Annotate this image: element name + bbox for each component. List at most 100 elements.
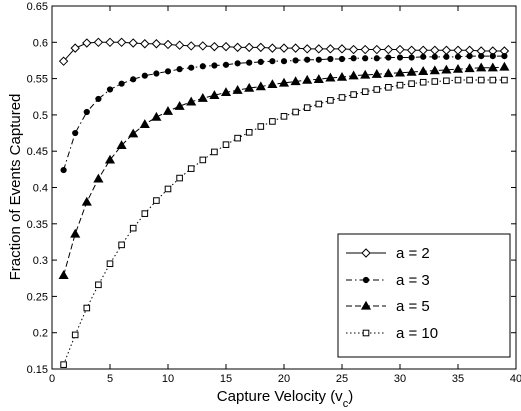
data-point (257, 123, 265, 130)
data-point (128, 38, 138, 48)
data-point (313, 74, 324, 83)
data-point (360, 44, 370, 55)
data-point (198, 41, 208, 51)
data-point (174, 100, 185, 110)
data-point (176, 66, 183, 73)
data-point (118, 80, 125, 87)
data-point (139, 119, 150, 128)
data-point (246, 59, 253, 66)
data-point (128, 128, 139, 138)
data-point (81, 196, 92, 206)
series-line (63, 66, 505, 276)
legend-marker (362, 329, 370, 337)
data-point (244, 42, 254, 53)
data-point (360, 69, 371, 79)
data-point (164, 68, 172, 75)
data-point (395, 44, 405, 55)
data-point (116, 140, 127, 150)
data-point (338, 55, 346, 63)
y-tick-label: 0.4 (33, 183, 48, 195)
data-point (302, 74, 313, 84)
legend: a = 2 a = 3 a = 5 a = 10 (337, 233, 511, 358)
series-2 (60, 52, 508, 174)
data-point (70, 43, 80, 53)
data-point (431, 53, 438, 60)
data-point (106, 260, 114, 268)
data-point (60, 361, 67, 368)
data-point (244, 82, 255, 92)
data-point (292, 108, 299, 116)
x-tick-label: 25 (336, 373, 348, 385)
x-tick-label: 40 (510, 373, 521, 385)
data-point (255, 81, 266, 91)
data-point (501, 76, 508, 84)
data-point (292, 57, 299, 64)
data-point (327, 97, 334, 104)
data-point (245, 129, 253, 136)
data-point (443, 77, 450, 85)
data-point (419, 78, 427, 86)
data-point (58, 56, 69, 66)
data-point (464, 63, 475, 73)
y-tick-label: 0.3 (33, 255, 48, 267)
data-point (361, 88, 369, 95)
data-point (269, 118, 276, 125)
data-point (95, 281, 102, 289)
data-point (373, 55, 380, 62)
data-point (163, 39, 173, 50)
data-point (199, 63, 206, 70)
data-point (269, 58, 276, 65)
data-point (280, 58, 288, 65)
data-point (348, 44, 359, 55)
data-point (350, 55, 357, 62)
data-point (408, 80, 415, 87)
legend-marker (361, 248, 371, 258)
y-tick-label: 0.6 (33, 37, 48, 49)
data-point (234, 134, 241, 142)
data-point (176, 174, 183, 182)
data-point (396, 54, 404, 61)
data-point (151, 111, 162, 121)
legend-marker (360, 300, 372, 310)
data-point (372, 44, 382, 55)
data-point (429, 65, 440, 75)
data-point (256, 42, 266, 53)
data-point (187, 165, 195, 172)
data-point (315, 56, 322, 63)
data-point (280, 113, 288, 120)
data-point (186, 96, 197, 106)
series-layer (58, 37, 510, 368)
data-point (476, 62, 487, 72)
data-point (466, 52, 473, 60)
data-point (174, 40, 185, 50)
x-tick-label: 15 (220, 373, 232, 385)
y-tick-label: 0.15 (27, 364, 48, 376)
data-point (186, 41, 196, 51)
legend-label: a = 2 (396, 245, 430, 262)
data-point (232, 85, 243, 94)
data-point (220, 87, 232, 97)
data-point (83, 108, 90, 116)
data-point (257, 58, 264, 66)
data-point (164, 185, 172, 193)
data-point (315, 100, 323, 108)
axis-ticks: 0 5 10 15 20 25 30 35 40 0.15 0.2 0.25 0.3 0.35 0.4 0.4… (27, 1, 521, 385)
y-tick-label: 0.35 (27, 219, 48, 231)
data-point (325, 44, 336, 54)
data-point (93, 37, 104, 48)
data-point (396, 81, 404, 89)
data-point (443, 53, 450, 60)
data-point (221, 41, 231, 52)
y-axis-label: Fraction of Events Captured (7, 94, 24, 281)
data-point (302, 44, 312, 54)
data-point (290, 76, 301, 86)
data-point (71, 331, 79, 339)
data-point (129, 224, 137, 232)
data-point (385, 84, 392, 91)
data-point (105, 37, 115, 48)
data-point (279, 43, 289, 53)
x-tick-label: 5 (107, 373, 113, 385)
data-point (327, 55, 334, 63)
data-point (466, 76, 473, 84)
